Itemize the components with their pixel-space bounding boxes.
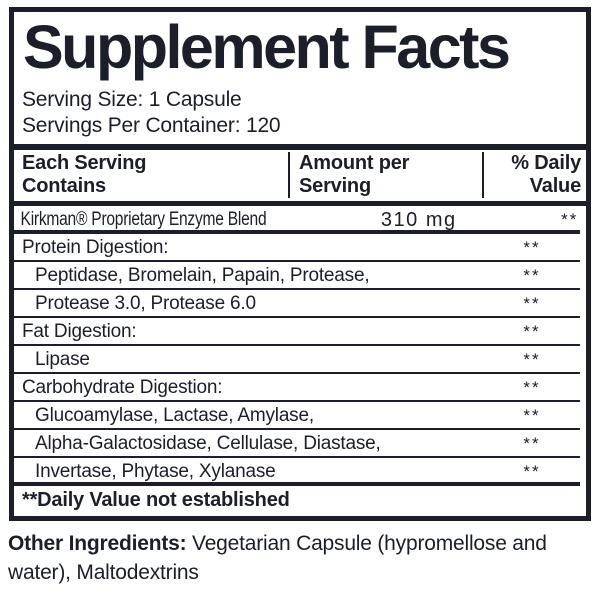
ingredient-daily-value: **: [523, 378, 541, 397]
header-each-serving-line2: Contains: [22, 175, 106, 197]
header-each-serving-line1: Each Serving: [22, 152, 147, 174]
ingredient-daily-value: **: [523, 266, 541, 285]
table-rows: Kirkman® Proprietary Enzyme Blend 310 mg…: [14, 206, 586, 486]
ingredient-daily-value: **: [523, 406, 541, 425]
ingredient-name: Kirkman® Proprietary Enzyme Blend: [20, 209, 267, 230]
other-ingredients-text: Vegetarian Capsule (hypromellose and wat…: [8, 532, 547, 584]
ingredient-name: Alpha-Galactosidase, Cellulase, Diastase…: [35, 433, 381, 454]
other-ingredients-label: Other Ingredients:: [8, 532, 187, 555]
supplement-facts-panel: Supplement Facts Serving Size: 1 Capsule…: [9, 7, 591, 521]
table-row: Carbohydrate Digestion: **: [14, 374, 586, 402]
header-dv-line2: Value: [529, 175, 581, 197]
divider-thick-top: [14, 144, 586, 150]
servings-per-container: Servings Per Container: 120: [22, 114, 281, 137]
ingredient-daily-value: **: [523, 462, 541, 481]
table-header: Each Serving Contains Amount per Serving…: [14, 150, 586, 201]
table-row: Kirkman® Proprietary Enzyme Blend 310 mg…: [14, 206, 586, 234]
ingredient-name: Peptidase, Bromelain, Papain, Protease,: [35, 265, 370, 286]
ingredient-name: Invertase, Phytase, Xylanase: [35, 461, 276, 482]
ingredient-daily-value: **: [523, 322, 541, 341]
header-each-serving: Each Serving Contains: [14, 152, 288, 198]
table-row: Lipase **: [14, 346, 586, 374]
ingredient-name: Protease 3.0, Protease 6.0: [35, 293, 256, 314]
ingredient-name: Lipase: [35, 349, 90, 370]
table-row: Peptidase, Bromelain, Papain, Protease, …: [14, 262, 586, 290]
table-row: Invertase, Phytase, Xylanase **: [14, 458, 586, 486]
table-row: Alpha-Galactosidase, Cellulase, Diastase…: [14, 430, 586, 458]
header-percent-daily-value: % Daily Value: [482, 152, 586, 198]
header-amount-line2: Serving: [299, 175, 371, 197]
ingredient-daily-value: **: [523, 294, 541, 313]
header-dv-line1: % Daily: [511, 152, 581, 174]
table-row: Fat Digestion: **: [14, 318, 586, 346]
daily-value-footnote: **Daily Value not established: [22, 489, 290, 511]
table-row: Protease 3.0, Protease 6.0 **: [14, 290, 586, 318]
ingredient-daily-value: **: [523, 238, 541, 257]
header-amount-line1: Amount per: [299, 152, 410, 174]
ingredient-name: Carbohydrate Digestion:: [22, 377, 223, 398]
ingredient-amount: 310 mg: [380, 208, 457, 231]
ingredient-name: Fat Digestion:: [22, 321, 137, 342]
ingredient-daily-value: **: [523, 434, 541, 453]
serving-size: Serving Size: 1 Capsule: [22, 88, 242, 111]
ingredient-daily-value: **: [523, 350, 541, 369]
divider-thick-under-header: [14, 201, 586, 206]
other-ingredients: Other Ingredients: Vegetarian Capsule (h…: [8, 529, 591, 587]
ingredient-name: Glucoamylase, Lactase, Amylase,: [35, 405, 314, 426]
header-amount-per-serving: Amount per Serving: [288, 152, 482, 198]
table-row: Protein Digestion: **: [14, 234, 586, 262]
ingredient-name: Protein Digestion:: [22, 237, 169, 258]
panel-title: Supplement Facts: [23, 13, 511, 81]
ingredient-daily-value: **: [561, 210, 579, 229]
table-row: Glucoamylase, Lactase, Amylase, **: [14, 402, 586, 430]
